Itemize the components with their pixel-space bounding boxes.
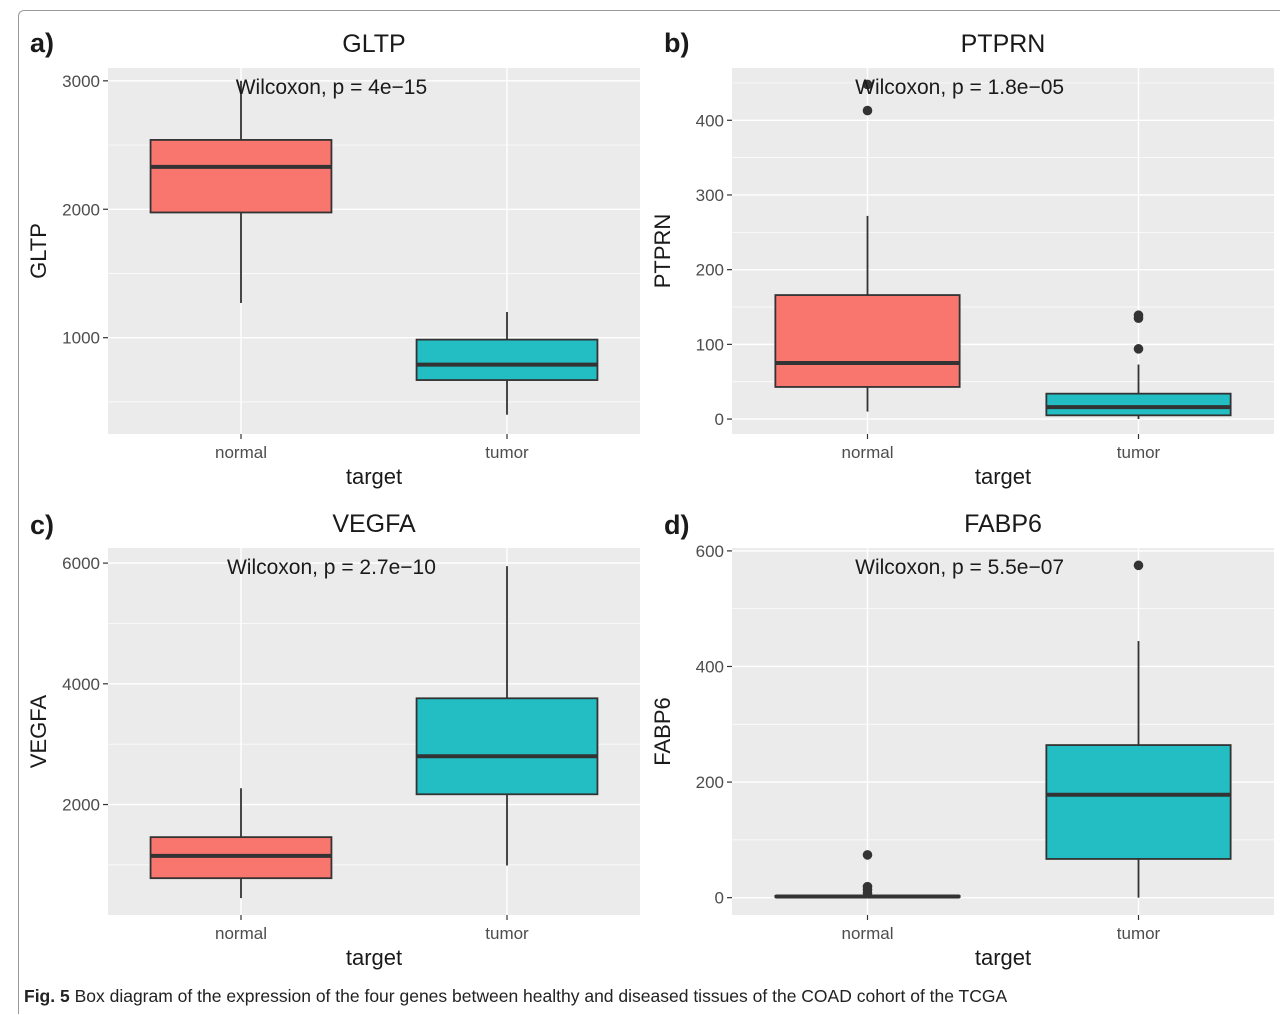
y-tick-label: 0: [715, 889, 724, 908]
caption-label: Fig. 5: [24, 986, 70, 1006]
y-tick-label: 600: [696, 542, 724, 561]
panel-vegfa: 2000 4000 6000 normal tumor Wilcoxon, p = 2.7…: [26, 510, 640, 970]
x-axis-title: target: [346, 945, 402, 970]
y-tick-label: 4000: [62, 675, 100, 694]
outlier-point: [1133, 344, 1144, 354]
plot-background: [732, 548, 1274, 915]
panel-title: FABP6: [964, 510, 1042, 538]
iqr-box: [415, 338, 599, 381]
panel-title: PTPRN: [961, 30, 1046, 58]
caption-text: Box diagram of the expression of the fou…: [74, 986, 1008, 1006]
y-tick-label: 200: [696, 773, 724, 792]
iqr-box: [1045, 392, 1232, 417]
x-axis-title: target: [346, 464, 402, 489]
y-tick-label: 3000: [62, 72, 100, 91]
y-tick-label: 200: [696, 261, 724, 280]
iqr-box: [149, 139, 333, 214]
outlier-point: [1133, 310, 1144, 321]
wilcoxon-annotation: Wilcoxon, p = 5.5e−07: [855, 556, 1064, 579]
box-normal: [149, 788, 333, 899]
box-tumor: [1045, 560, 1232, 898]
box-tumor: [415, 312, 599, 415]
wilcoxon-annotation: Wilcoxon, p = 2.7e−10: [227, 556, 436, 579]
outlier-point: [1133, 560, 1144, 571]
box-normal: [149, 80, 333, 304]
y-tick-label: 0: [715, 410, 724, 429]
x-axis-title: target: [975, 945, 1031, 970]
panel-label: a): [30, 28, 54, 58]
figure-caption: Fig. 5 Box diagram of the expression of …: [24, 986, 1007, 1007]
outlier-point: [862, 79, 873, 90]
panel-label: b): [664, 28, 689, 58]
iqr-box: [774, 294, 961, 388]
x-tick-label: tumor: [1117, 443, 1161, 462]
panel-fabp6: 0 200 400 600 normal tumor Wilcoxon, p = 5.5e−…: [650, 510, 1274, 970]
panel-label: d): [664, 510, 689, 540]
x-tick-label: tumor: [485, 924, 529, 943]
x-tick-label: normal: [842, 443, 894, 462]
y-tick-label: 100: [696, 335, 724, 354]
iqr-box: [1045, 744, 1232, 860]
box-normal: [774, 79, 961, 412]
x-axis-title: target: [975, 464, 1031, 489]
figure-frame: [18, 10, 1280, 1014]
y-tick-label: 400: [696, 657, 724, 676]
wilcoxon-annotation: Wilcoxon, p = 1.8e−05: [855, 76, 1064, 99]
box-normal: [774, 850, 961, 899]
x-tick-label: normal: [215, 443, 267, 462]
wilcoxon-annotation: Wilcoxon, p = 4e−15: [236, 76, 427, 99]
outlier-point: [862, 850, 873, 860]
panel-label: c): [30, 510, 54, 540]
box-tumor: [1045, 310, 1232, 420]
y-axis-title: GLTP: [26, 223, 51, 279]
iqr-box: [415, 697, 599, 796]
y-tick-label: 2000: [62, 200, 100, 219]
x-tick-label: tumor: [485, 443, 529, 462]
box-tumor: [415, 566, 599, 866]
panel-gltp: 1000 2000 3000 normal tumor Wilcoxon, p = 4e−…: [26, 28, 640, 489]
x-tick-label: tumor: [1117, 924, 1161, 943]
y-axis-title: PTPRN: [650, 214, 675, 289]
panel-title: GLTP: [342, 30, 405, 58]
y-axis-title: VEGFA: [26, 694, 51, 768]
outlier-point: [862, 105, 873, 116]
y-tick-label: 1000: [62, 329, 100, 348]
x-tick-label: normal: [842, 924, 894, 943]
panel-ptprn: 0 100 200 300 400 normal tumor Wilcoxon, p = 1.…: [650, 28, 1274, 489]
x-tick-label: normal: [215, 924, 267, 943]
y-tick-label: 300: [696, 186, 724, 205]
y-tick-label: 2000: [62, 796, 100, 815]
outlier-point: [862, 881, 873, 892]
y-tick-label: 6000: [62, 554, 100, 573]
y-axis-title: FABP6: [650, 697, 675, 765]
y-tick-label: 400: [696, 111, 724, 130]
panel-title: VEGFA: [332, 510, 416, 538]
